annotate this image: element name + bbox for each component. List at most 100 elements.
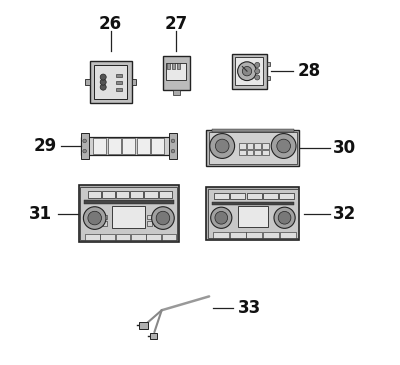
Bar bbox=[167, 63, 170, 69]
Text: 27: 27 bbox=[165, 15, 188, 33]
Bar bbox=[159, 191, 172, 198]
Circle shape bbox=[83, 207, 106, 229]
Bar bbox=[267, 76, 270, 80]
Bar bbox=[262, 193, 278, 199]
Circle shape bbox=[255, 75, 260, 80]
Circle shape bbox=[215, 139, 229, 153]
Circle shape bbox=[277, 139, 290, 153]
Bar bbox=[147, 221, 152, 226]
Circle shape bbox=[211, 207, 232, 228]
Bar bbox=[100, 234, 115, 239]
Bar bbox=[147, 215, 152, 219]
Bar bbox=[96, 221, 101, 226]
Bar bbox=[247, 150, 253, 155]
Bar bbox=[254, 143, 261, 149]
Bar bbox=[130, 191, 143, 198]
Bar bbox=[262, 143, 269, 149]
Bar bbox=[116, 191, 129, 198]
Bar bbox=[262, 150, 269, 155]
Bar bbox=[172, 63, 175, 69]
Bar bbox=[267, 62, 270, 66]
Bar bbox=[144, 191, 158, 198]
Bar bbox=[102, 221, 107, 226]
Bar bbox=[116, 88, 122, 91]
Bar bbox=[230, 233, 246, 238]
Circle shape bbox=[255, 69, 260, 74]
Circle shape bbox=[100, 84, 106, 90]
Bar bbox=[254, 150, 261, 155]
Circle shape bbox=[215, 211, 228, 224]
Bar bbox=[232, 54, 267, 88]
Circle shape bbox=[100, 74, 106, 80]
Circle shape bbox=[83, 139, 86, 143]
Bar bbox=[208, 132, 297, 164]
Bar bbox=[93, 138, 106, 154]
Circle shape bbox=[210, 134, 235, 158]
Bar bbox=[102, 215, 107, 219]
Text: 29: 29 bbox=[33, 137, 56, 155]
Circle shape bbox=[238, 62, 256, 81]
Bar bbox=[116, 74, 122, 77]
Bar bbox=[102, 191, 115, 198]
Bar bbox=[279, 193, 294, 199]
Circle shape bbox=[274, 207, 295, 228]
Bar bbox=[162, 234, 176, 239]
Circle shape bbox=[171, 139, 175, 143]
Text: 33: 33 bbox=[238, 299, 261, 318]
Bar bbox=[80, 187, 177, 240]
Circle shape bbox=[156, 211, 170, 225]
Circle shape bbox=[100, 79, 106, 85]
Bar bbox=[108, 138, 121, 154]
Bar bbox=[150, 333, 157, 339]
Bar bbox=[151, 138, 164, 154]
Bar bbox=[246, 193, 262, 199]
Bar bbox=[247, 143, 253, 149]
Bar bbox=[136, 138, 150, 154]
Circle shape bbox=[242, 66, 252, 76]
Bar bbox=[212, 202, 294, 205]
Bar bbox=[212, 129, 294, 132]
Bar bbox=[85, 234, 100, 239]
Circle shape bbox=[88, 211, 102, 225]
Bar bbox=[116, 81, 122, 84]
Text: 26: 26 bbox=[99, 15, 122, 33]
Circle shape bbox=[255, 62, 260, 68]
Text: 30: 30 bbox=[333, 139, 356, 157]
Bar bbox=[173, 89, 180, 95]
Bar bbox=[239, 143, 246, 149]
Text: 31: 31 bbox=[28, 204, 52, 223]
Bar bbox=[81, 137, 176, 155]
Circle shape bbox=[83, 149, 86, 153]
Bar bbox=[94, 65, 127, 99]
Bar bbox=[112, 205, 145, 228]
Bar bbox=[88, 191, 101, 198]
Bar bbox=[177, 63, 180, 69]
Bar bbox=[162, 55, 190, 90]
Bar bbox=[90, 61, 132, 103]
Bar bbox=[116, 234, 130, 239]
Bar bbox=[132, 79, 136, 85]
Bar bbox=[230, 193, 246, 199]
Bar bbox=[131, 234, 146, 239]
Bar bbox=[206, 130, 300, 166]
Bar bbox=[122, 138, 136, 154]
Bar bbox=[96, 215, 101, 219]
Bar bbox=[238, 206, 268, 227]
Circle shape bbox=[152, 207, 174, 229]
Bar bbox=[263, 233, 279, 238]
Bar bbox=[246, 233, 262, 238]
Text: 28: 28 bbox=[298, 62, 321, 80]
Bar bbox=[79, 185, 179, 242]
Bar bbox=[146, 234, 161, 239]
Bar bbox=[169, 133, 177, 159]
Bar bbox=[154, 221, 158, 226]
Circle shape bbox=[171, 149, 175, 153]
Bar bbox=[139, 322, 148, 328]
Bar bbox=[206, 187, 300, 240]
Bar bbox=[235, 57, 264, 85]
Bar bbox=[213, 233, 229, 238]
Bar bbox=[214, 193, 229, 199]
Bar bbox=[85, 79, 90, 85]
Bar bbox=[208, 189, 298, 238]
Circle shape bbox=[271, 134, 296, 158]
